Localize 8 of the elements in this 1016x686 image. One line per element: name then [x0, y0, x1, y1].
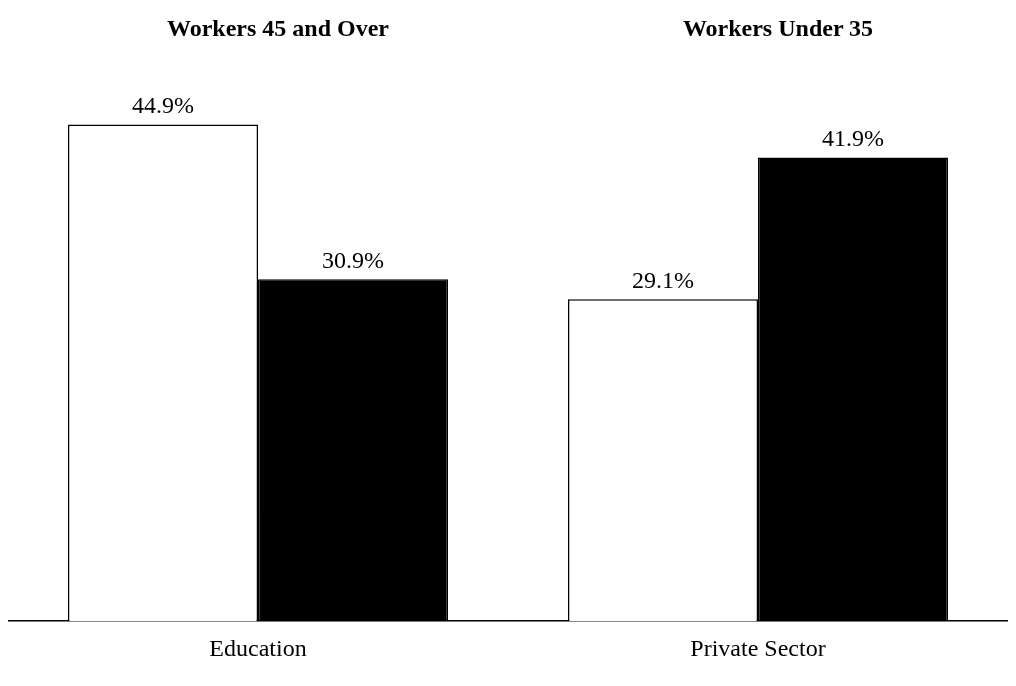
data-label: 44.9% [132, 91, 194, 118]
data-label: 30.9% [322, 246, 384, 273]
text: Workers 45 and Over [167, 15, 390, 42]
data-label: 29.1% [632, 266, 694, 293]
x-tick-label: Education [209, 634, 307, 661]
data-label: 41.9% [822, 124, 884, 151]
x-tick-label: Private Sector [690, 634, 826, 661]
text: Workers Under 35 [682, 15, 874, 42]
